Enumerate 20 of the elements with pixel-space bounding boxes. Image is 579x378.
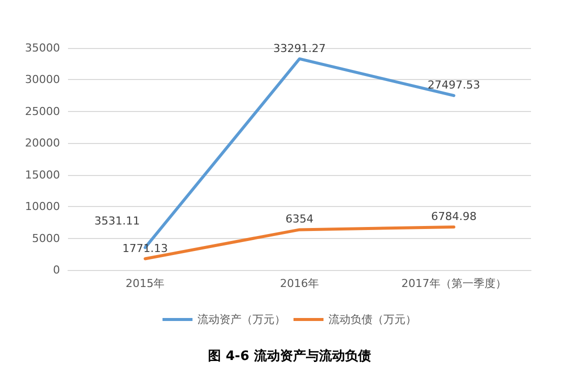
- data-label: 1771.13: [122, 242, 168, 255]
- x-tick-label: 2017年（第一季度）: [401, 277, 506, 290]
- y-tick-label: 35000: [25, 42, 60, 54]
- y-tick-label: 5000: [32, 232, 60, 245]
- data-label: 6354: [286, 212, 314, 226]
- data-label: 27497.53: [428, 78, 480, 92]
- y-tick-label: 25000: [25, 104, 60, 118]
- y-tick-label: 0: [53, 264, 60, 276]
- y-tick-label: 30000: [25, 73, 60, 86]
- text: 图 4-6 流动资产与流动负债: [208, 348, 371, 364]
- y-tick-label: 15000: [25, 168, 60, 182]
- data-label: 33291.27: [273, 42, 326, 55]
- legend-label: 流动负债（万元）: [328, 313, 416, 326]
- y-tick-label: 20000: [25, 136, 60, 150]
- x-tick-label: 2015年: [126, 277, 165, 290]
- x-tick-label: 2016年: [280, 277, 319, 290]
- legend-label: 流动资产（万元）: [198, 313, 286, 326]
- y-tick-label: 10000: [25, 200, 60, 214]
- data-label: 3531.11: [94, 214, 140, 228]
- data-label: 6784.98: [431, 210, 477, 223]
